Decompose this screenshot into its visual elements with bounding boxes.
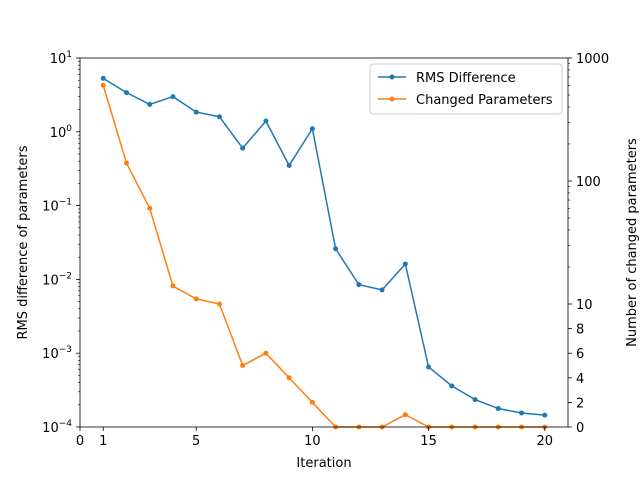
data-point bbox=[216, 301, 222, 307]
data-point bbox=[356, 282, 362, 288]
data-point bbox=[379, 287, 385, 293]
data-point bbox=[286, 375, 292, 381]
x-axis-label: Iteration bbox=[296, 456, 351, 471]
y-right-tick-label: 6 bbox=[576, 347, 584, 362]
y-right-tick-label: 10 bbox=[576, 298, 593, 313]
x-tick-label: 10 bbox=[304, 434, 321, 449]
data-point bbox=[472, 397, 478, 403]
x-tick-label: 20 bbox=[536, 434, 553, 449]
data-point bbox=[240, 363, 246, 368]
x-tick-label: 15 bbox=[420, 434, 437, 449]
data-point bbox=[123, 160, 129, 166]
data-point bbox=[286, 162, 292, 168]
data-point bbox=[309, 126, 315, 132]
data-point bbox=[402, 261, 408, 267]
data-point bbox=[240, 145, 246, 151]
data-point bbox=[193, 296, 199, 302]
data-point bbox=[147, 101, 153, 107]
y-right-tick-label: 4 bbox=[576, 372, 584, 387]
x-tick-label: 1 bbox=[99, 434, 107, 449]
legend-swatch-marker bbox=[389, 96, 395, 102]
plot-frame bbox=[79, 57, 569, 428]
data-point bbox=[333, 246, 339, 252]
y-right-tick-label: 0 bbox=[576, 421, 584, 436]
legend: RMS Difference Changed Parameters bbox=[369, 63, 563, 115]
data-point bbox=[449, 383, 455, 389]
y-axis-left-label: RMS difference of parameters bbox=[16, 145, 31, 339]
x-tick-label: 5 bbox=[192, 434, 200, 449]
data-point bbox=[263, 350, 269, 356]
data-point bbox=[402, 412, 408, 418]
series-1 bbox=[100, 75, 548, 418]
data-point bbox=[216, 114, 222, 120]
y-right-tick-label: 2 bbox=[576, 396, 584, 411]
x-tick-label: 0 bbox=[76, 434, 84, 449]
series-line bbox=[102, 77, 545, 416]
data-point bbox=[426, 364, 432, 370]
y-right-tick-label: 1000 bbox=[576, 52, 609, 67]
data-point bbox=[309, 399, 315, 405]
legend-label: RMS Difference bbox=[416, 71, 516, 86]
legend-box bbox=[369, 63, 563, 115]
data-point bbox=[100, 82, 106, 88]
data-point bbox=[170, 94, 176, 100]
data-point bbox=[193, 109, 199, 115]
data-point bbox=[263, 118, 269, 124]
data-point bbox=[170, 283, 176, 289]
legend-swatch-marker bbox=[389, 74, 395, 80]
data-point bbox=[519, 410, 525, 416]
legend-label: Changed Parameters bbox=[416, 93, 553, 108]
y-axis-right-label: Number of changed parameters bbox=[625, 138, 640, 347]
data-point bbox=[495, 406, 501, 412]
y-right-tick-label: 8 bbox=[576, 323, 584, 338]
data-point bbox=[123, 90, 129, 96]
y-right-tick-label: 100 bbox=[576, 175, 601, 190]
data-point bbox=[100, 75, 106, 81]
data-point bbox=[147, 205, 153, 211]
data-point bbox=[542, 412, 548, 418]
